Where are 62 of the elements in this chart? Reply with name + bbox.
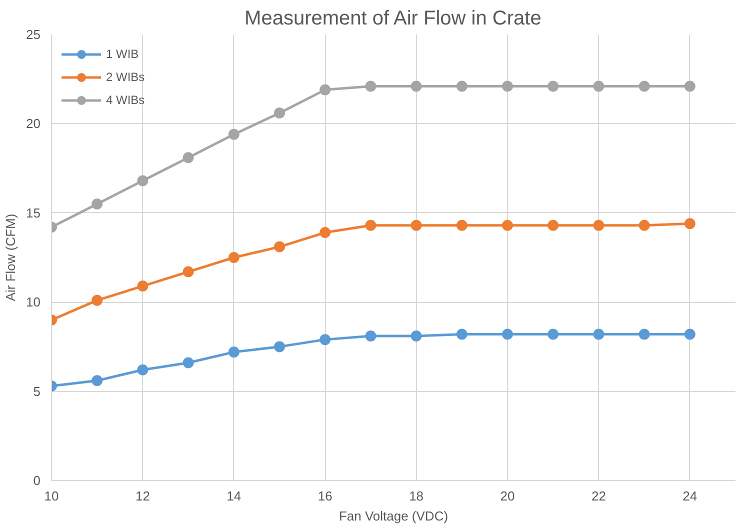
point [137, 175, 148, 186]
legend-label: 2 WIBs [106, 70, 145, 84]
x-tick-label: 20 [500, 488, 515, 504]
point [548, 80, 559, 92]
point [92, 198, 103, 210]
point [92, 375, 103, 386]
y-tick-label: 20 [26, 116, 41, 132]
point [320, 334, 331, 346]
point [593, 328, 604, 340]
point [182, 152, 194, 164]
point [274, 108, 285, 118]
point [410, 80, 422, 92]
point [456, 80, 468, 92]
y-tick-label: 15 [26, 205, 41, 220]
x-tick-label: 16 [318, 488, 332, 504]
x-tick-label: 10 [44, 488, 59, 504]
point [638, 328, 650, 340]
point [137, 280, 148, 292]
y-tick-label: 25 [26, 27, 41, 42]
y-tick-label: 0 [33, 473, 41, 488]
point [638, 80, 650, 92]
point [365, 80, 376, 92]
point [182, 266, 194, 278]
point [502, 80, 513, 92]
point [502, 328, 513, 340]
y-tick-label: 10 [26, 294, 41, 310]
y-tick-label: 5 [33, 384, 41, 399]
point [638, 220, 650, 231]
x-tick-label: 24 [682, 488, 698, 504]
x-tick-label: 14 [226, 488, 242, 504]
point [365, 220, 376, 231]
point [456, 220, 468, 231]
point [274, 341, 285, 352]
point [684, 328, 696, 340]
chart-title: Measurement of Air Flow in Crate [244, 8, 542, 30]
y-axis-title: Air Flow (CFM) [3, 214, 18, 302]
point [228, 128, 240, 140]
point [182, 357, 194, 368]
point [456, 328, 468, 340]
legend-label: 1 WIB [106, 47, 139, 61]
point [548, 220, 559, 231]
point [365, 330, 376, 342]
legend-label: 4 WIBs [106, 93, 145, 107]
point [684, 80, 696, 92]
x-tick-label: 22 [591, 488, 606, 504]
point [593, 220, 604, 231]
point [137, 364, 148, 376]
point [502, 220, 513, 231]
point [274, 241, 285, 252]
point [548, 328, 559, 340]
x-tick-label: 12 [135, 488, 150, 504]
x-axis-title: Fan Voltage (VDC) [338, 508, 448, 524]
point [410, 330, 422, 342]
point [684, 218, 696, 230]
x-tick-label: 18 [409, 488, 424, 504]
point [320, 84, 331, 96]
point [228, 346, 240, 358]
point [92, 294, 103, 306]
point [593, 80, 604, 92]
point [320, 227, 331, 238]
point [410, 220, 422, 231]
point [228, 252, 240, 263]
